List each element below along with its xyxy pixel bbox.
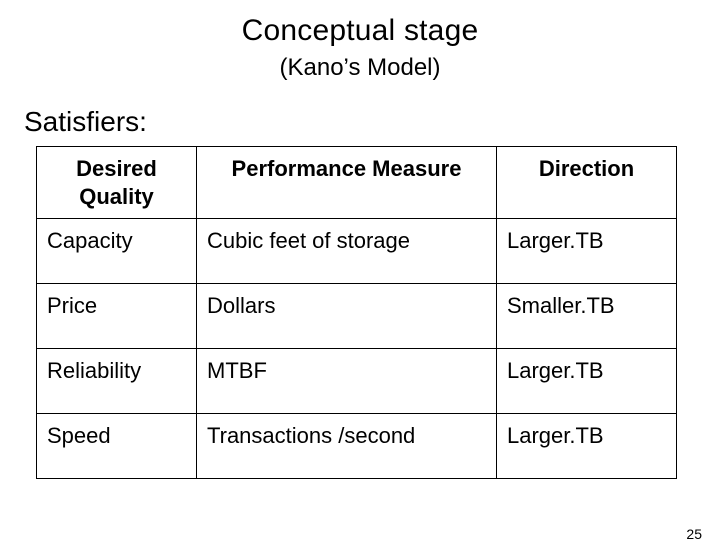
table-cell: Capacity — [37, 219, 197, 284]
slide-subtitle: (Kano’s Model) — [0, 54, 720, 82]
table-row: Price Dollars Smaller.TB — [37, 284, 677, 349]
table-cell: Transactions /second — [197, 414, 497, 479]
table-row: Reliability MTBF Larger.TB — [37, 349, 677, 414]
table-cell: Reliability — [37, 349, 197, 414]
table-header-cell: Performance Measure — [197, 147, 497, 219]
table-cell: Smaller.TB — [497, 284, 677, 349]
table-cell: MTBF — [197, 349, 497, 414]
table-header-row: Desired Quality Performance Measure Dire… — [37, 147, 677, 219]
table-cell: Larger.TB — [497, 219, 677, 284]
table-header-cell: Desired Quality — [37, 147, 197, 219]
table-cell: Dollars — [197, 284, 497, 349]
table-header-cell: Direction — [497, 147, 677, 219]
satisfiers-table: Desired Quality Performance Measure Dire… — [36, 146, 677, 479]
slide-title: Conceptual stage — [0, 14, 720, 48]
section-heading: Satisfiers: — [24, 106, 720, 138]
table-cell: Speed — [37, 414, 197, 479]
table-cell: Price — [37, 284, 197, 349]
table-cell: Cubic feet of storage — [197, 219, 497, 284]
page-number: 25 — [686, 526, 702, 540]
table-row: Speed Transactions /second Larger.TB — [37, 414, 677, 479]
table-cell: Larger.TB — [497, 414, 677, 479]
table-row: Capacity Cubic feet of storage Larger.TB — [37, 219, 677, 284]
table-cell: Larger.TB — [497, 349, 677, 414]
slide: Conceptual stage (Kano’s Model) Satisfie… — [0, 14, 720, 540]
